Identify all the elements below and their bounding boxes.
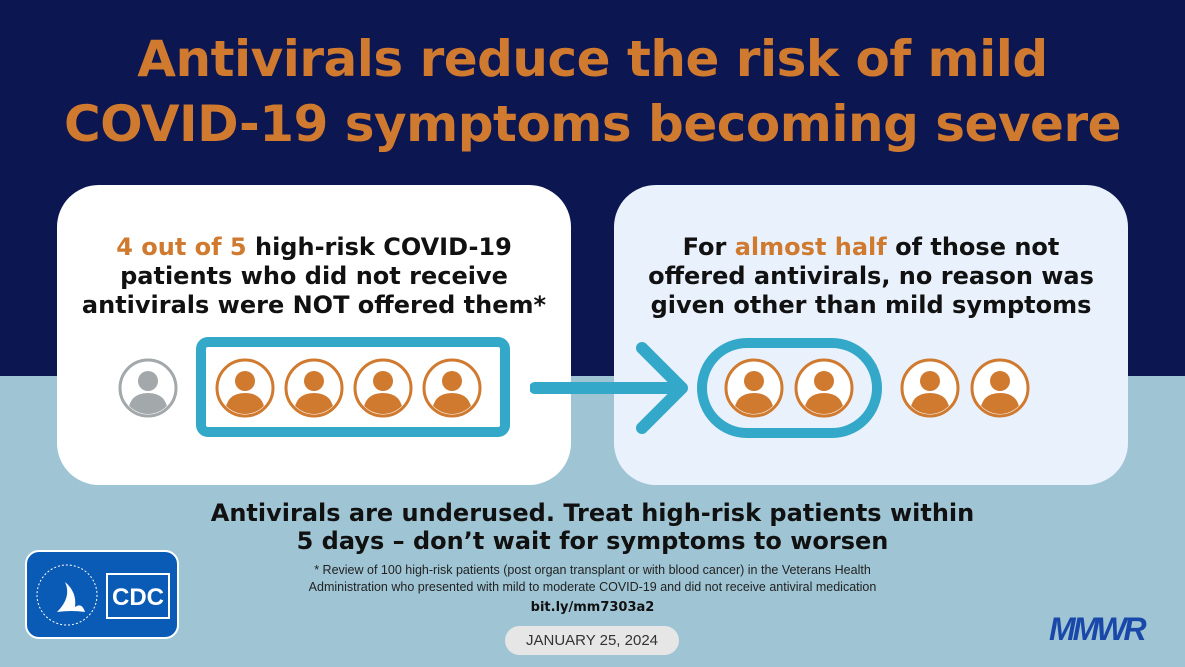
patient-not-offered-icon [352,357,414,419]
title-line-2: COVID-19 symptoms becoming severe [63,95,1122,153]
highlight-text: 4 out of 5 [116,233,247,261]
highlight-text: almost half [734,233,887,261]
patient-not-offered-icon [969,357,1031,419]
mmwr-logo: MMWR [1049,611,1147,647]
text: Administration who presented with mild t… [308,580,877,594]
left-card: 4 out of 5 high-risk COVID-19 patients w… [57,185,571,485]
patient-not-offered-icon [283,357,345,419]
text: 5 days – don’t wait for symptoms to wors… [296,527,889,555]
title-line-1: Antivirals reduce the risk of mild [137,30,1048,88]
patient-not-offered-icon [214,357,276,419]
patient-not-offered-icon [723,357,785,419]
text: antivirals were NOT offered them* [81,291,547,319]
patient-not-offered-icon [421,357,483,419]
patient-offered-icon [117,357,179,419]
text: high-risk COVID-19 [246,233,512,261]
link[interactable]: bit.ly/mm7303a2 [530,600,655,615]
text: * Review of 100 high-risk patients (post… [314,563,871,577]
arrow-icon [530,342,688,434]
right-card: For almost half of those not offered ant… [614,185,1128,485]
text: of those not [886,233,1060,261]
text: given other than mild symptoms [650,291,1092,319]
right-card-text: For almost half of those not offered ant… [614,233,1128,320]
text: For [682,233,735,261]
date-badge: JANUARY 25, 2024 [505,626,679,655]
not-offered-group-box [196,337,510,437]
footnote: * Review of 100 high-risk patients (post… [0,562,1185,596]
hhs-cdc-logo: CDC [25,550,179,639]
cdc-text: CDC [112,584,164,611]
patient-not-offered-icon [793,357,855,419]
text: offered antivirals, no reason was [648,262,1094,290]
left-card-text: 4 out of 5 high-risk COVID-19 patients w… [57,233,571,320]
text: Antivirals are underused. Treat high-ris… [210,499,975,527]
patient-not-offered-icon [899,357,961,419]
call-to-action: Antivirals are underused. Treat high-ris… [0,499,1185,555]
no-reason-group-box [697,338,882,438]
text: patients who did not receive [120,262,508,290]
hhs-eagle-icon: CDC [36,564,170,626]
